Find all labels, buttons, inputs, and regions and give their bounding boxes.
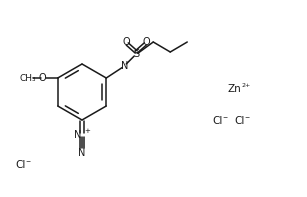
- Text: Zn: Zn: [228, 84, 242, 94]
- Text: Cl: Cl: [212, 116, 222, 126]
- Text: O: O: [122, 37, 130, 47]
- Text: O: O: [39, 73, 47, 83]
- Text: −: −: [222, 114, 227, 120]
- Text: −: −: [25, 159, 30, 164]
- Text: N: N: [74, 130, 81, 140]
- Text: S: S: [133, 49, 139, 59]
- Text: −: −: [244, 114, 249, 120]
- Text: N: N: [78, 148, 86, 158]
- Text: N: N: [121, 61, 128, 71]
- Text: +: +: [84, 128, 90, 134]
- Text: CH₃: CH₃: [19, 73, 36, 83]
- Text: O: O: [142, 37, 150, 47]
- Text: 2+: 2+: [241, 83, 250, 87]
- Text: Cl: Cl: [15, 160, 25, 170]
- Text: Cl: Cl: [234, 116, 244, 126]
